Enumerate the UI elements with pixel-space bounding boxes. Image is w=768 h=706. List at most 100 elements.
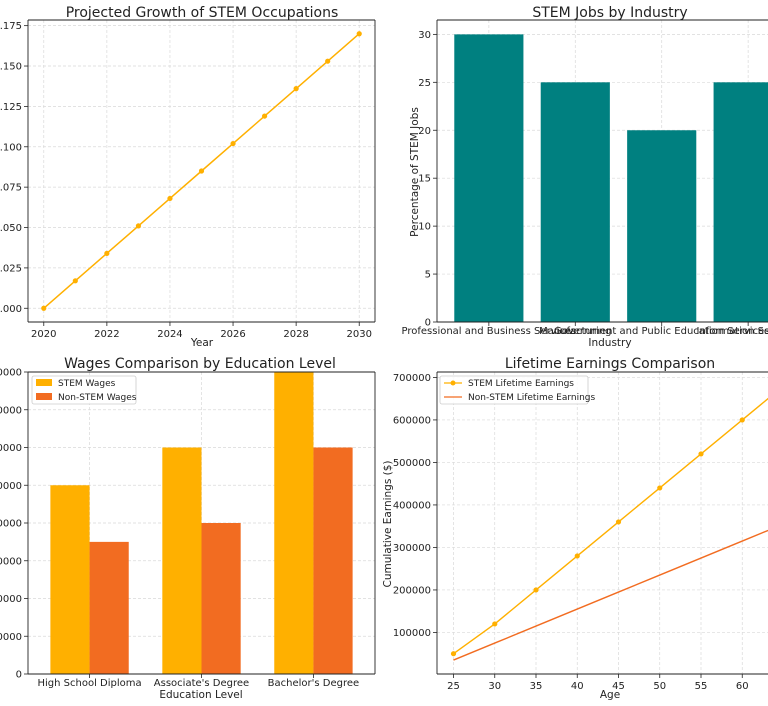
growth-panel: Projected Growth of STEM Occupations 202… <box>0 5 376 349</box>
wages-x-tick-label: Associate's Degree <box>154 678 249 689</box>
lifetime-x-tick-label: 55 <box>695 681 708 692</box>
wages-axes: 0 10000 20000 30000 40000 50000 60000 70000 8000… <box>0 368 376 689</box>
wages-legend-box <box>31 375 137 405</box>
lifetime-legend-box <box>439 375 589 405</box>
growth-y-tick-label: 1.100 <box>0 142 22 153</box>
wages-y-tick-label: 50000 <box>0 481 22 492</box>
industry-bar <box>540 82 610 322</box>
growth-y-tick-label: 1.075 <box>0 183 22 194</box>
industry-title: STEM Jobs by Industry <box>532 5 687 21</box>
wages-legend: STEM Wages Non-STEM Wages <box>31 375 137 405</box>
lifetime-legend-label-non-stem: Non-STEM Lifetime Earnings <box>468 393 595 403</box>
lifetime-y-axis-label: Cumulative Earnings ($) <box>382 460 394 587</box>
growth-data-point <box>230 140 236 147</box>
lifetime-y-tick-label: 400000 <box>393 500 431 511</box>
wages-bar-non-stem <box>201 523 241 674</box>
lifetime-stem-data-point <box>450 651 457 657</box>
wages-legend-label-stem: STEM Wages <box>58 379 116 389</box>
growth-x-tick-label: 2024 <box>157 329 182 340</box>
wages-bar-stem <box>162 447 202 674</box>
industry-y-tick-label: 15 <box>418 174 431 185</box>
wages-bar-stem <box>50 485 90 674</box>
wages-legend-swatch-non-stem <box>36 393 52 400</box>
wages-y-tick-label: 30000 <box>0 556 22 567</box>
industry-axes: 0 5 10 15 20 25 30 Professional and Business Se… <box>401 19 768 337</box>
wages-bar-non-stem <box>89 541 129 674</box>
industry-y-tick-label: 30 <box>418 30 431 41</box>
lifetime-non-stem-line <box>453 529 768 661</box>
industry-y-tick-label: 25 <box>418 78 431 89</box>
growth-data-point <box>135 223 142 229</box>
lifetime-y-tick-label: 500000 <box>393 458 431 469</box>
lifetime-stem-data-point <box>615 519 622 525</box>
industry-x-tick-label: Manufacturing <box>539 326 611 337</box>
growth-x-tick-label: 2030 <box>347 329 372 340</box>
wages-y-tick-label: 20000 <box>0 594 22 605</box>
wages-x-tick-label: Bachelor's Degree <box>268 678 360 689</box>
growth-x-axis-label: Year <box>190 337 214 349</box>
lifetime-stem-line <box>453 397 768 655</box>
industry-x-tick-label: Information Services <box>697 326 768 337</box>
industry-bar <box>713 82 768 322</box>
industry-y-tick-label: 5 <box>425 270 431 281</box>
industry-x-tick-label: Government and Public Education Services <box>554 326 768 337</box>
lifetime-panel: Lifetime Earnings Comparison 25 30 35 40 45 5… <box>382 356 768 701</box>
growth-data-point <box>325 58 331 64</box>
growth-marks <box>41 31 362 311</box>
lifetime-stem-data-point <box>574 553 580 559</box>
growth-x-tick-label: 2022 <box>94 329 119 340</box>
wages-y-tick-label: 70000 <box>0 405 22 416</box>
lifetime-legend: STEM Lifetime Earnings Non-STEM Lifetime… <box>439 375 595 405</box>
lifetime-title: Lifetime Earnings Comparison <box>505 356 715 372</box>
growth-data-point <box>261 113 268 119</box>
lifetime-x-tick-label: 25 <box>447 681 460 692</box>
industry-bar <box>627 130 697 322</box>
wages-bar-stem <box>274 372 314 674</box>
growth-y-tick-label: 1.000 <box>0 304 22 315</box>
growth-data-point <box>41 305 47 311</box>
lifetime-y-tick-label: 700000 <box>393 373 431 384</box>
industry-y-tick-label: 10 <box>418 222 431 233</box>
growth-title: Projected Growth of STEM Occupations <box>66 5 339 21</box>
lifetime-x-tick-label: 30 <box>488 681 501 692</box>
growth-data-point <box>198 168 205 174</box>
industry-y-axis-label: Percentage of STEM Jobs <box>409 107 421 237</box>
lifetime-grid <box>437 372 768 674</box>
lifetime-y-tick-label: 100000 <box>393 628 431 639</box>
lifetime-x-tick-label: 45 <box>612 681 625 692</box>
industry-marks <box>454 34 768 322</box>
lifetime-x-tick-label: 40 <box>571 681 584 692</box>
lifetime-axes: 2530354045505560651000002000003000004000… <box>393 371 768 692</box>
industry-bar <box>454 34 524 322</box>
wages-x-axis-label: Education Level <box>159 689 242 701</box>
lifetime-x-tick-label: 50 <box>653 681 666 692</box>
growth-data-point <box>104 250 110 256</box>
wages-x-tick-label: High School Diploma <box>37 678 141 689</box>
lifetime-legend-marker-stem <box>450 380 456 386</box>
lifetime-y-tick-label: 600000 <box>393 415 431 426</box>
growth-y-tick-label: 1.125 <box>0 102 22 113</box>
lifetime-x-tick-label: 35 <box>530 681 543 692</box>
growth-y-tick-label: 1.025 <box>0 263 22 274</box>
industry-x-axis-label: Industry <box>588 337 631 349</box>
wages-y-tick-label: 40000 <box>0 519 22 530</box>
wages-bar-non-stem <box>313 447 353 674</box>
lifetime-marks <box>450 397 768 661</box>
growth-x-tick-label: 2020 <box>31 329 56 340</box>
wages-y-tick-label: 10000 <box>0 632 22 643</box>
growth-x-tick-label: 2028 <box>283 329 308 340</box>
growth-data-point <box>72 278 78 284</box>
growth-y-tick-label: 1.175 <box>0 21 22 32</box>
industry-panel: STEM Jobs by Industry 0 5 10 15 20 25 30 Profes… <box>401 5 768 349</box>
wages-y-tick-label: 80000 <box>0 368 22 379</box>
lifetime-stem-data-point <box>739 417 745 423</box>
growth-data-point <box>356 31 362 37</box>
growth-data-point <box>167 195 173 202</box>
growth-grid <box>28 20 375 322</box>
wages-title: Wages Comparison by Education Level <box>64 356 336 372</box>
growth-axes: 2020 2022 2024 2026 2028 2030 1.000 1.025 1.050 1… <box>0 19 376 340</box>
wages-panel: Wages Comparison by Education Level 0 100… <box>0 356 376 701</box>
wages-y-tick-label: 60000 <box>0 443 22 454</box>
lifetime-x-tick-label: 60 <box>736 681 749 692</box>
